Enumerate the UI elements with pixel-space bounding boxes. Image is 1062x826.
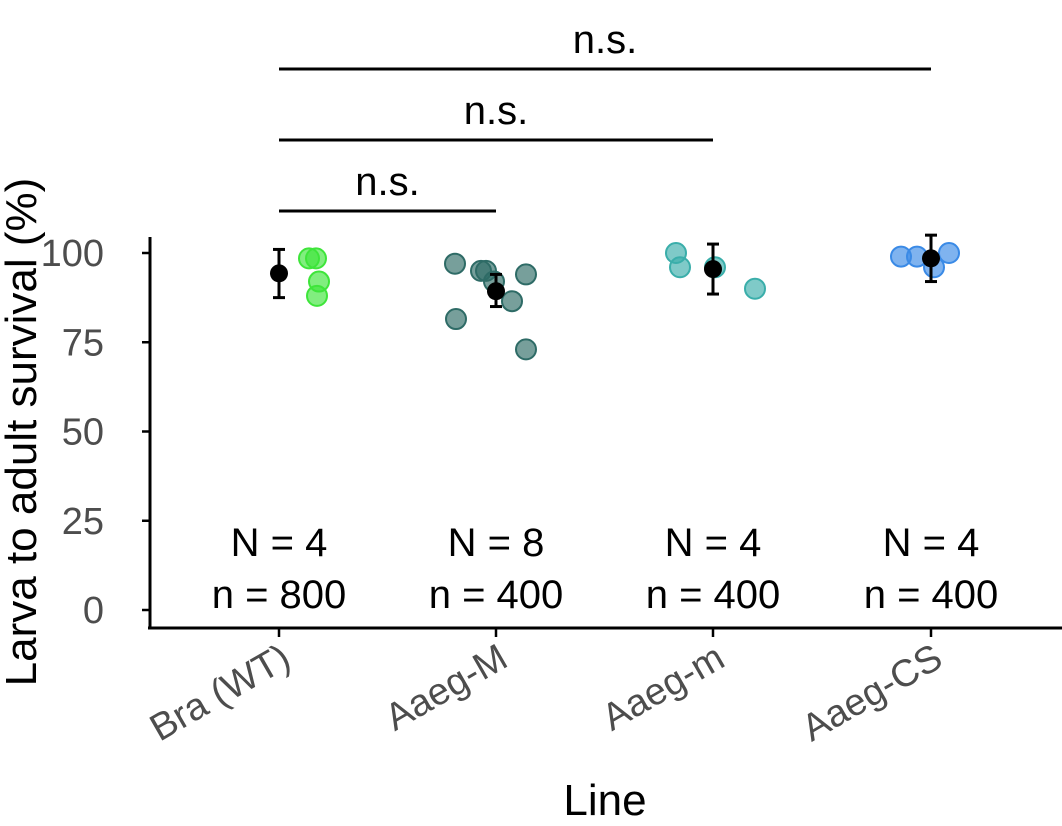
y-tick-label: 75 <box>62 322 104 364</box>
mean-point-aaeg-cs <box>922 249 940 268</box>
mean-point-aaeg-m <box>704 260 722 279</box>
x-tick-label: Aaeg-m <box>595 636 731 739</box>
significance-label: n.s. <box>464 89 528 133</box>
sample-size-n: n = 400 <box>646 573 781 617</box>
sample-size-N: N = 4 <box>883 521 980 565</box>
data-point-aaeg-cs <box>938 242 960 264</box>
x-axis-ticks: Bra (WT) Aaeg-M Aaeg-m Aaeg-CS <box>143 628 950 750</box>
y-tick-label: 25 <box>62 501 104 543</box>
sample-size-n: n = 400 <box>864 573 999 617</box>
data-point-bra-wt <box>305 247 327 270</box>
data-points <box>298 242 960 361</box>
sample-size-n: n = 800 <box>212 573 347 617</box>
sample-size-annotations: N = 4 n = 800 N = 8 n = 400 N = 4 n = 400 N = … <box>212 521 999 617</box>
comparison-brackets: n.s. n.s. n.s. <box>279 18 931 213</box>
x-axis-label: Line <box>563 776 646 825</box>
data-point-bra-wt <box>306 284 328 307</box>
y-tick-label: 100 <box>41 233 104 275</box>
x-tick-label: Aaeg-M <box>378 636 514 739</box>
data-point-aaeg-m <box>515 338 537 361</box>
mean-error-bars <box>270 233 940 309</box>
y-tick-label: 0 <box>83 590 104 632</box>
sample-size-N: N = 4 <box>231 521 328 565</box>
data-point-aaeg-m <box>669 256 691 279</box>
significance-label: n.s. <box>573 18 637 62</box>
x-tick-label: Bra (WT) <box>143 636 297 749</box>
sample-size-n: n = 400 <box>429 573 564 617</box>
sample-size-N: N = 8 <box>448 521 545 565</box>
data-point-aaeg-m <box>515 263 537 286</box>
data-point-aaeg-m <box>445 308 467 331</box>
data-point-aaeg-m <box>744 277 766 300</box>
x-tick-label: Aaeg-CS <box>795 636 950 749</box>
sample-size-N: N = 4 <box>665 521 762 565</box>
mean-point-aaeg-m <box>487 282 505 301</box>
data-point-aaeg-m <box>444 252 466 275</box>
y-axis-ticks: 0 25 50 75 100 <box>41 233 150 632</box>
y-tick-label: 50 <box>62 412 104 454</box>
mean-point-bra-wt <box>270 264 288 283</box>
data-point-aaeg-m <box>501 290 523 313</box>
y-axis-label: Larva to adult survival (%) <box>0 178 46 687</box>
significance-label: n.s. <box>355 160 419 204</box>
